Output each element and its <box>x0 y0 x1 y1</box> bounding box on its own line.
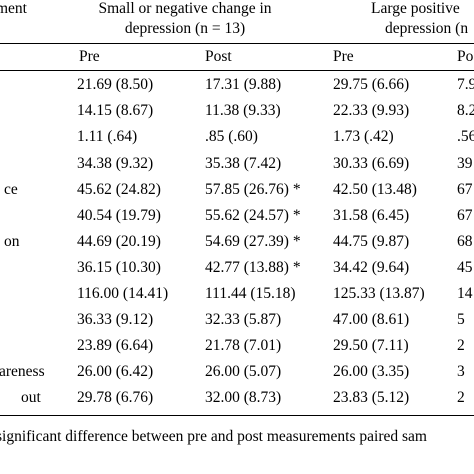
row-label: out <box>21 389 41 406</box>
group-small-header-line1: Small or negative change in <box>98 0 272 17</box>
cell-post-large: 5 <box>457 311 465 328</box>
cell-post-large: 67 <box>457 207 473 224</box>
cell-pre-large: 23.83 (5.12) <box>333 389 410 406</box>
row-label: areness <box>0 363 45 380</box>
cell-post-large: 39 <box>457 155 473 172</box>
cell-post-large: .56 <box>457 128 474 145</box>
cell-post-small: 26.00 (5.07) <box>205 363 282 380</box>
cell-post-small: 54.69 (27.39) * <box>205 233 301 250</box>
cell-pre-large: 26.00 (3.35) <box>333 363 410 380</box>
subheader-post-large: Po <box>457 48 474 65</box>
cell-post-small: 17.31 (9.88) <box>205 76 282 93</box>
cell-pre-small: 45.62 (24.82) <box>77 181 161 198</box>
cell-post-small: 55.62 (24.57) * <box>205 207 301 224</box>
cell-post-small: 32.33 (5.87) <box>205 311 282 328</box>
group-small-header-line2: depression (n = 13) <box>124 20 246 37</box>
footnote: significant difference between pre and p… <box>0 428 427 445</box>
cell-pre-large: 29.50 (7.11) <box>333 337 409 354</box>
subheader-pre-large: Pre <box>333 48 354 65</box>
cell-pre-small: 44.69 (20.19) <box>77 233 161 250</box>
cell-pre-small: 23.89 (6.64) <box>77 337 154 354</box>
cell-pre-small: 116.00 (14.41) <box>77 285 169 302</box>
cell-post-small: .85 (.60) <box>205 128 258 145</box>
cell-post-small: 42.77 (13.88) * <box>205 259 301 276</box>
cell-pre-large: 30.33 (6.69) <box>333 155 410 172</box>
subheader-post-small: Post <box>205 48 232 65</box>
subheader-pre-small: Pre <box>79 48 100 65</box>
cell-post-large: 68 <box>457 233 473 250</box>
cell-pre-small: 34.38 (9.32) <box>77 155 154 172</box>
cell-post-large: 3 <box>457 363 465 380</box>
cell-pre-large: 29.75 (6.66) <box>333 76 410 93</box>
cell-pre-small: 1.11 (.64) <box>77 128 138 145</box>
bottom-rule <box>0 415 474 416</box>
header-rule <box>0 43 474 44</box>
cell-pre-large: 34.42 (9.64) <box>333 259 410 276</box>
cell-post-large: 67 <box>457 181 473 198</box>
cell-pre-small: 36.15 (10.30) <box>77 259 161 276</box>
cell-post-small: 111.44 (15.18) <box>205 285 296 302</box>
cell-post-large: 7.9 <box>457 76 474 93</box>
cell-pre-small: 21.69 (8.50) <box>77 76 154 93</box>
cell-pre-large: 31.58 (6.45) <box>333 207 410 224</box>
cell-pre-large: 47.00 (8.61) <box>333 311 410 328</box>
cell-pre-small: 26.00 (6.42) <box>77 363 154 380</box>
cell-post-large: 8.2 <box>457 102 474 119</box>
group-large-header-line2: depression (n <box>385 20 469 37</box>
row-label: on <box>4 233 20 250</box>
cell-post-large: 2 <box>457 389 465 406</box>
cell-post-small: 35.38 (7.42) <box>205 155 282 172</box>
cell-pre-small: 36.33 (9.12) <box>77 311 154 328</box>
cell-pre-small: 40.54 (19.79) <box>77 207 161 224</box>
row-label: ce <box>4 181 18 198</box>
subheader-rule <box>0 70 474 71</box>
col0-header-label: ment <box>0 0 27 17</box>
cell-pre-small: 29.78 (6.76) <box>77 389 154 406</box>
cell-post-large: 14 <box>457 285 473 302</box>
group-large-header-line1: Large positive <box>371 0 460 17</box>
cell-pre-large: 1.73 (.42) <box>333 128 394 145</box>
cell-pre-large: 22.33 (9.93) <box>333 102 410 119</box>
cell-post-small: 57.85 (26.76) * <box>205 181 301 198</box>
cell-post-small: 32.00 (8.73) <box>205 389 282 406</box>
cell-pre-large: 42.50 (13.48) <box>333 181 417 198</box>
cell-post-small: 21.78 (7.01) <box>205 337 282 354</box>
cell-post-small: 11.38 (9.33) <box>205 102 281 119</box>
cell-post-large: 45 <box>457 259 473 276</box>
cell-pre-large: 125.33 (13.87) <box>333 285 425 302</box>
cell-pre-small: 14.15 (8.67) <box>77 102 154 119</box>
cell-pre-large: 44.75 (9.87) <box>333 233 410 250</box>
cell-post-large: 2 <box>457 337 465 354</box>
